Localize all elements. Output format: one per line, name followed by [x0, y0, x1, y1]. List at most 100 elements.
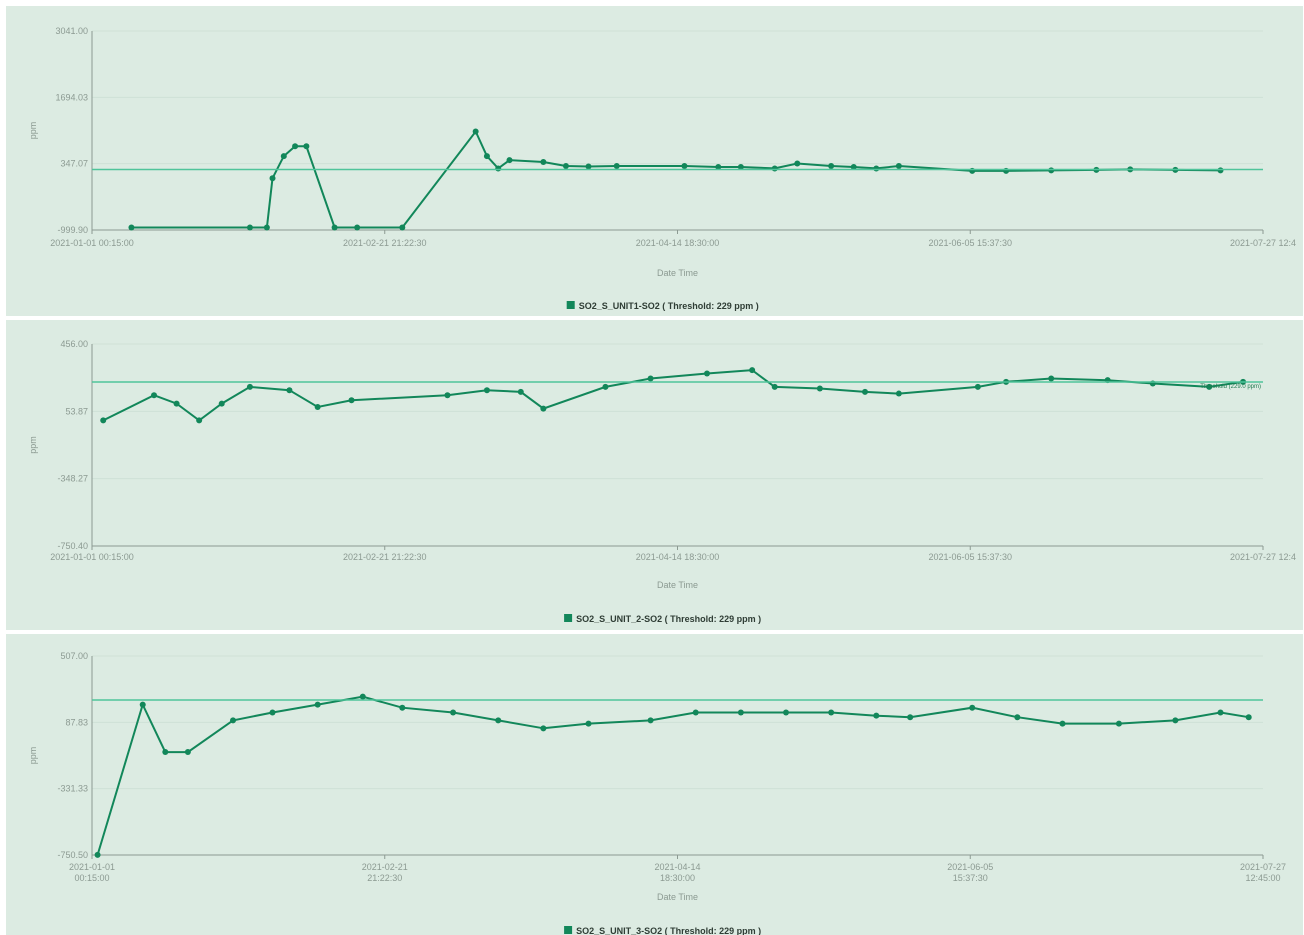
data-point: [783, 709, 790, 716]
y-tick-label: 1694.03: [55, 92, 88, 102]
data-point: [263, 224, 270, 231]
data-point: [873, 712, 880, 719]
data-point: [151, 392, 158, 399]
data-point: [974, 383, 981, 390]
chart-unit1: 3041.00 1694.03 347.07 -999.90 2021-01-01 00…: [28, 26, 1296, 311]
data-point: [280, 153, 287, 160]
legend-label: SO2_S_UNIT_2-SO2 ( Threshold: 229 ppm ): [576, 614, 761, 624]
data-point: [506, 157, 513, 164]
y-axis-label: ppm: [28, 122, 38, 140]
x-tick-label: 2021-04-14 18:30:00: [636, 552, 720, 562]
x-axis-label: Date Time: [657, 892, 698, 902]
data-point: [828, 709, 835, 716]
data-point: [715, 163, 722, 170]
y-axis-label: ppm: [28, 436, 38, 454]
chart-panel-unit2: 456.00 53.87 -348.27 -750.40 2021-01-01 00:1…: [6, 320, 1303, 630]
data-point: [348, 397, 355, 404]
data-point: [1172, 717, 1179, 724]
x-tick-label: 2021-07-27 12:4: [1230, 552, 1296, 562]
x-tick-label: 2021-01-01 00:15:00: [50, 552, 134, 562]
data-point: [692, 709, 699, 716]
data-point: [1048, 375, 1055, 382]
data-point: [1115, 720, 1122, 727]
data-point: [1245, 714, 1252, 721]
data-point: [269, 175, 276, 182]
data-point: [483, 387, 490, 394]
data-point: [681, 162, 688, 169]
y-axis-label: ppm: [28, 747, 38, 765]
data-point: [246, 224, 253, 231]
data-point: [816, 385, 823, 392]
data-point: [218, 400, 225, 407]
data-point: [230, 717, 237, 724]
data-point: [292, 143, 299, 150]
data-point: [162, 749, 169, 756]
y-tick-label: 53.87: [65, 406, 88, 416]
data-point: [585, 163, 592, 170]
y-tick-label: -750.40: [57, 541, 88, 551]
data-point: [895, 390, 902, 397]
data-point: [1014, 714, 1021, 721]
data-point: [749, 367, 756, 374]
chart-panel-unit3: 507.00 87.83 -331.33 -750.50 2021-01-01 00:15…: [6, 634, 1303, 935]
data-point: [100, 417, 107, 424]
data-point: [969, 704, 976, 711]
x-axis-label: Date Time: [657, 268, 698, 278]
series-line: [131, 129, 1221, 229]
legend-swatch: [564, 614, 573, 622]
x-tick-label: 2021-04-14 18:30:00: [654, 862, 700, 883]
x-tick-label: 2021-04-14 18:30:00: [636, 238, 720, 248]
y-tick-label: 456.00: [60, 339, 88, 349]
data-point: [771, 383, 778, 390]
legend-swatch: [564, 926, 573, 934]
data-point: [139, 701, 146, 708]
data-point: [450, 709, 457, 716]
data-point: [737, 163, 744, 170]
data-point: [399, 704, 406, 711]
data-point: [196, 417, 203, 424]
data-point: [173, 400, 180, 407]
threshold-label: Threshold (229.0 ppm): [1200, 384, 1261, 390]
data-point: [1059, 720, 1066, 727]
data-point: [828, 162, 835, 169]
x-tick-label: 2021-01-01 00:15:00: [50, 238, 134, 248]
data-point: [303, 143, 310, 150]
data-point: [246, 383, 253, 390]
legend-swatch: [566, 301, 575, 309]
y-tick-label: 507.00: [60, 651, 88, 661]
x-tick-label: 2021-07-27 12:45:00: [1240, 862, 1286, 883]
data-point: [314, 701, 321, 708]
y-tick-label: -999.90: [57, 225, 88, 235]
data-point: [540, 725, 547, 732]
data-point: [1217, 167, 1224, 174]
data-point: [850, 163, 857, 170]
x-tick-label: 2021-01-01 00:15:00: [69, 862, 115, 883]
y-tick-label: -750.50: [57, 850, 88, 860]
x-tick-label: 2021-06-05 15:37:30: [928, 238, 1012, 248]
y-tick-label: 87.83: [65, 717, 88, 727]
x-tick-label: 2021-06-05 15:37:30: [928, 552, 1012, 562]
data-point: [184, 749, 191, 756]
x-tick-label: 2021-02-21 21:22:30: [343, 552, 427, 562]
data-point: [354, 224, 361, 231]
y-tick-label: 347.07: [60, 159, 88, 169]
data-point: [399, 224, 406, 231]
data-point: [495, 717, 502, 724]
data-point: [314, 403, 321, 410]
x-tick-label: 2021-02-21 21:22:30: [362, 862, 408, 883]
x-tick-label: 2021-02-21 21:22:30: [343, 238, 427, 248]
legend-label: SO2_S_UNIT_3-SO2 ( Threshold: 229 ppm ): [576, 926, 761, 935]
data-point: [483, 153, 490, 160]
y-tick-label: -331.33: [57, 784, 88, 794]
data-point: [647, 375, 654, 382]
series-line: [102, 369, 1244, 422]
data-point: [1217, 709, 1224, 716]
data-point: [286, 387, 293, 394]
data-point: [269, 709, 276, 716]
chart-panel-unit1: 3041.00 1694.03 347.07 -999.90 2021-01-01 00…: [6, 6, 1303, 316]
data-point: [94, 851, 101, 858]
data-point: [331, 224, 338, 231]
data-point: [771, 165, 778, 172]
